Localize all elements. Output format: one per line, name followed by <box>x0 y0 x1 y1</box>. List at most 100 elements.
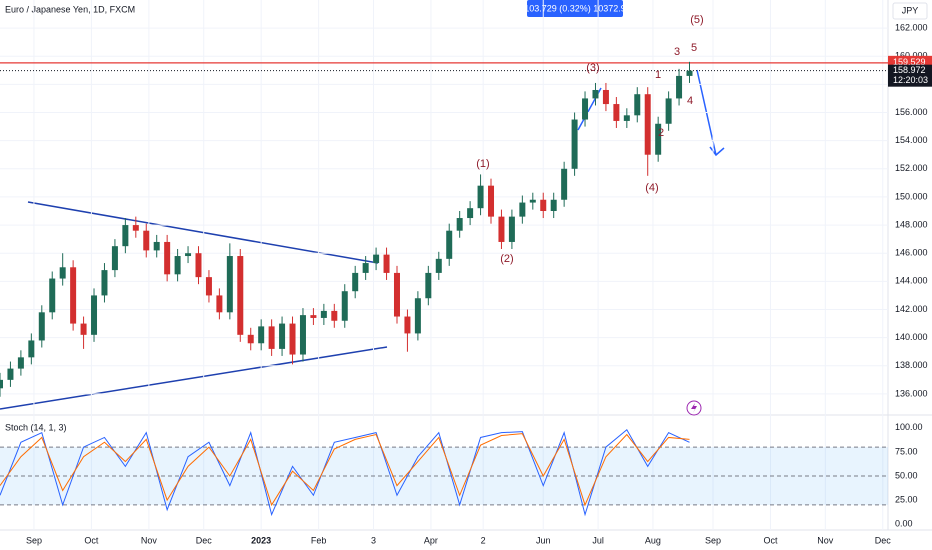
candle-body <box>550 199 557 211</box>
candle-body <box>561 168 568 200</box>
y-tick-label: 148.000 <box>895 219 928 229</box>
quote-text: 103.729 (0.32%) 10372.9 <box>524 3 626 13</box>
candle-body <box>613 104 620 121</box>
candle-body <box>352 272 359 292</box>
candle-body <box>446 230 453 259</box>
y-tick-label: 162.000 <box>895 22 928 32</box>
x-tick-label: Aug <box>645 535 661 545</box>
candle-body <box>205 277 212 296</box>
event-bolt <box>691 403 697 413</box>
candle-body <box>268 326 275 349</box>
candle-body <box>529 199 536 203</box>
resistance-label: 159.529 <box>893 57 926 67</box>
y-tick-label: 156.000 <box>895 107 928 117</box>
candle-body <box>279 323 286 349</box>
candle-body <box>655 123 662 155</box>
candle-body <box>477 185 484 209</box>
trend-line-lower <box>0 346 388 410</box>
wave-label: 4 <box>687 95 693 107</box>
candle-body <box>467 208 474 219</box>
wave-label: 1 <box>655 69 661 81</box>
candle-body <box>686 70 693 76</box>
candle-body <box>676 75 683 99</box>
candle-body <box>101 270 108 296</box>
y-tick-label: 152.000 <box>895 163 928 173</box>
candle-body <box>70 267 77 324</box>
candle-body <box>38 312 45 341</box>
candle-body <box>519 202 526 217</box>
y2-tick-label: 75.00 <box>895 446 918 456</box>
candle-body <box>132 225 139 231</box>
candle-body <box>644 94 651 155</box>
candle-body <box>456 218 463 231</box>
candle-body <box>623 115 630 121</box>
event-icon[interactable] <box>686 400 702 416</box>
y2-tick-label: 100.00 <box>895 422 923 432</box>
candle-body <box>289 323 296 355</box>
x-tick-label: 3 <box>371 535 376 545</box>
y-tick-label: 146.000 <box>895 248 928 258</box>
candle-body <box>91 295 98 335</box>
candle-body <box>341 291 348 321</box>
wave-label: (1) <box>476 158 489 170</box>
x-tick-label: Nov <box>141 535 158 545</box>
x-tick-label: Sep <box>26 535 42 545</box>
wave-label: (5) <box>690 14 703 26</box>
candle-body <box>185 253 192 257</box>
y-tick-label: 142.000 <box>895 304 928 314</box>
y2-tick-label: 50.00 <box>895 470 918 480</box>
candle-body <box>59 267 66 279</box>
candle-body <box>383 254 390 273</box>
candle-body <box>299 315 306 355</box>
y-tick-label: 160.000 <box>895 51 928 61</box>
currency: JPY <box>902 5 919 15</box>
y2-tick-label: 25.00 <box>895 494 918 504</box>
last-price-label: 158.972 <box>893 65 926 75</box>
wave-label: 3 <box>674 46 680 58</box>
candle-body <box>0 379 3 389</box>
chart-title: Euro / Japanese Yen, 1D, FXCM <box>5 4 135 14</box>
candle-body <box>414 298 421 334</box>
y-tick-label: 150.000 <box>895 191 928 201</box>
candle-body <box>602 89 609 105</box>
y2-tick-label: 0.00 <box>895 519 913 529</box>
wave-label: 2 <box>658 127 664 139</box>
candle-body <box>373 254 380 264</box>
y-tick-label: 154.000 <box>895 135 928 145</box>
x-tick-label: Oct <box>763 535 778 545</box>
y-tick-label: 144.000 <box>895 276 928 286</box>
candle-body <box>425 272 432 299</box>
candle-body <box>508 216 515 242</box>
x-tick-label: Feb <box>311 535 327 545</box>
candle-body <box>404 316 411 334</box>
candle-body <box>153 241 160 251</box>
candle-body <box>393 272 400 317</box>
wave-label: (3) <box>586 62 599 74</box>
candle-body <box>540 199 547 211</box>
candle-body <box>226 256 233 313</box>
indicator-title: Stoch (14, 1, 3) <box>5 422 67 432</box>
x-tick-label: Nov <box>817 535 834 545</box>
candle-body <box>571 119 578 169</box>
candle-body <box>310 315 317 318</box>
wave-label: 5 <box>691 42 697 54</box>
x-tick-label: Jun <box>536 535 551 545</box>
candle-body <box>331 310 338 321</box>
candle-body <box>7 368 14 380</box>
candle-body <box>80 323 87 335</box>
candle-body <box>320 310 327 318</box>
x-tick-label: Sep <box>705 535 721 545</box>
candle-body <box>28 340 35 358</box>
candle-body <box>247 334 254 344</box>
candle-body <box>17 357 24 369</box>
last-price-box <box>888 64 932 87</box>
candle-body <box>362 263 369 273</box>
candle-body <box>49 278 56 313</box>
candle-body <box>174 256 181 275</box>
candle-body <box>634 94 641 116</box>
y-tick-label: 136.000 <box>895 388 928 398</box>
candle-body <box>143 230 150 251</box>
arrow-head <box>709 146 725 157</box>
